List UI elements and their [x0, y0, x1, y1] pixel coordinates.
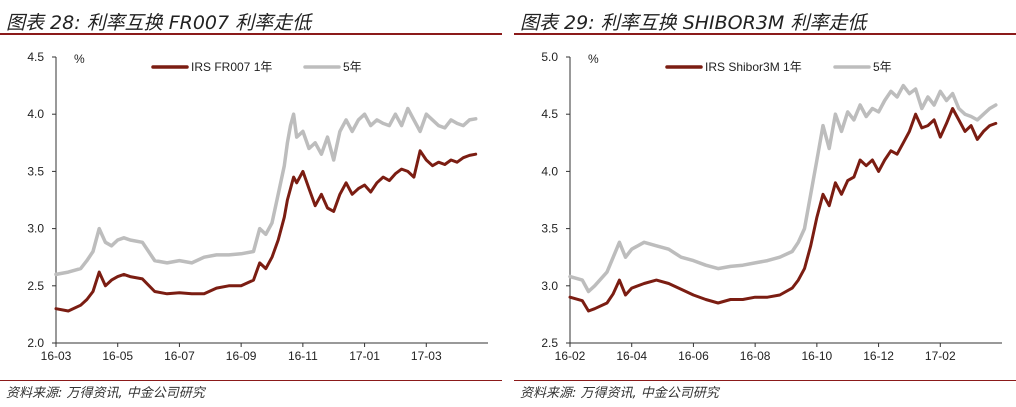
y-tick-label: 3.0 [27, 222, 44, 236]
y-tick-label: 4.5 [541, 107, 558, 121]
x-tick-label: 16-03 [41, 349, 72, 363]
y-tick-label: 5.0 [541, 50, 558, 64]
source-divider [0, 380, 502, 381]
x-tick-label: 16-08 [740, 349, 771, 363]
figure-title: 图表 29: 利率互换 SHIBOR3M 利率走低 [520, 12, 867, 34]
series-line-1y [568, 107, 998, 313]
unit-label: % [588, 52, 599, 66]
source-note: 资料来源: 万得资讯, 中金公司研究 [6, 386, 205, 401]
x-tick-label: 16-09 [226, 349, 257, 363]
y-tick-label: 3.5 [27, 164, 44, 178]
series-line-5y [568, 83, 998, 294]
series-line-1y [54, 149, 478, 313]
figure-title: 图表 28: 利率互换 FR007 利率走低 [6, 12, 312, 34]
x-tick-label: 16-02 [555, 349, 586, 363]
series-line-5y [54, 106, 478, 277]
y-tick-label: 3.0 [541, 279, 558, 293]
source-note: 资料来源: 万得资讯, 中金公司研究 [520, 386, 719, 401]
x-tick-label: 16-06 [678, 349, 709, 363]
fr007-line-chart: 2.0 2.5 3.0 3.5 4.0 4.5 16-03 16-05 16-07 16-09 16… [27, 50, 488, 363]
shibor3m-line-chart: 2.5 3.0 3.5 4.0 4.5 5.0 16-02 16-04 16-06 16-08 16… [541, 50, 1002, 363]
y-tick-label: 4.5 [27, 50, 44, 64]
x-tick-label: 16-04 [616, 349, 647, 363]
x-tick-label: 16-12 [863, 349, 894, 363]
y-tick-label: 4.0 [541, 164, 558, 178]
x-tick-label: 16-05 [102, 349, 133, 363]
x-tick-label: 17-02 [925, 349, 956, 363]
x-tick-label: 16-10 [802, 349, 833, 363]
x-tick-label: 17-01 [349, 349, 380, 363]
x-tick-label: 16-07 [164, 349, 195, 363]
y-tick-label: 4.0 [27, 107, 44, 121]
chart-panel-shibor3m: 图表 29: 利率互换 SHIBOR3M 利率走低 2.5 3.0 3.5 4.0 4.… [514, 0, 1016, 407]
y-tick-label: 2.5 [541, 336, 558, 350]
legend-label-1y: IRS Shibor3M 1年 [705, 60, 802, 74]
y-tick-label: 2.5 [27, 279, 44, 293]
x-tick-label: 17-03 [411, 349, 442, 363]
legend-label-5y: 5年 [343, 60, 362, 74]
unit-label: % [74, 52, 85, 66]
x-tick-label: 16-11 [288, 349, 318, 363]
title-divider [514, 33, 1016, 35]
legend-label-1y: IRS FR007 1年 [191, 60, 272, 74]
y-tick-label: 3.5 [541, 222, 558, 236]
chart-panel-fr007: 图表 28: 利率互换 FR007 利率走低 2.0 2.5 3.0 3.5 4.0 4.… [0, 0, 502, 407]
title-divider [0, 33, 502, 35]
legend-label-5y: 5年 [873, 60, 892, 74]
source-divider [514, 380, 1016, 381]
y-tick-label: 2.0 [27, 336, 44, 350]
